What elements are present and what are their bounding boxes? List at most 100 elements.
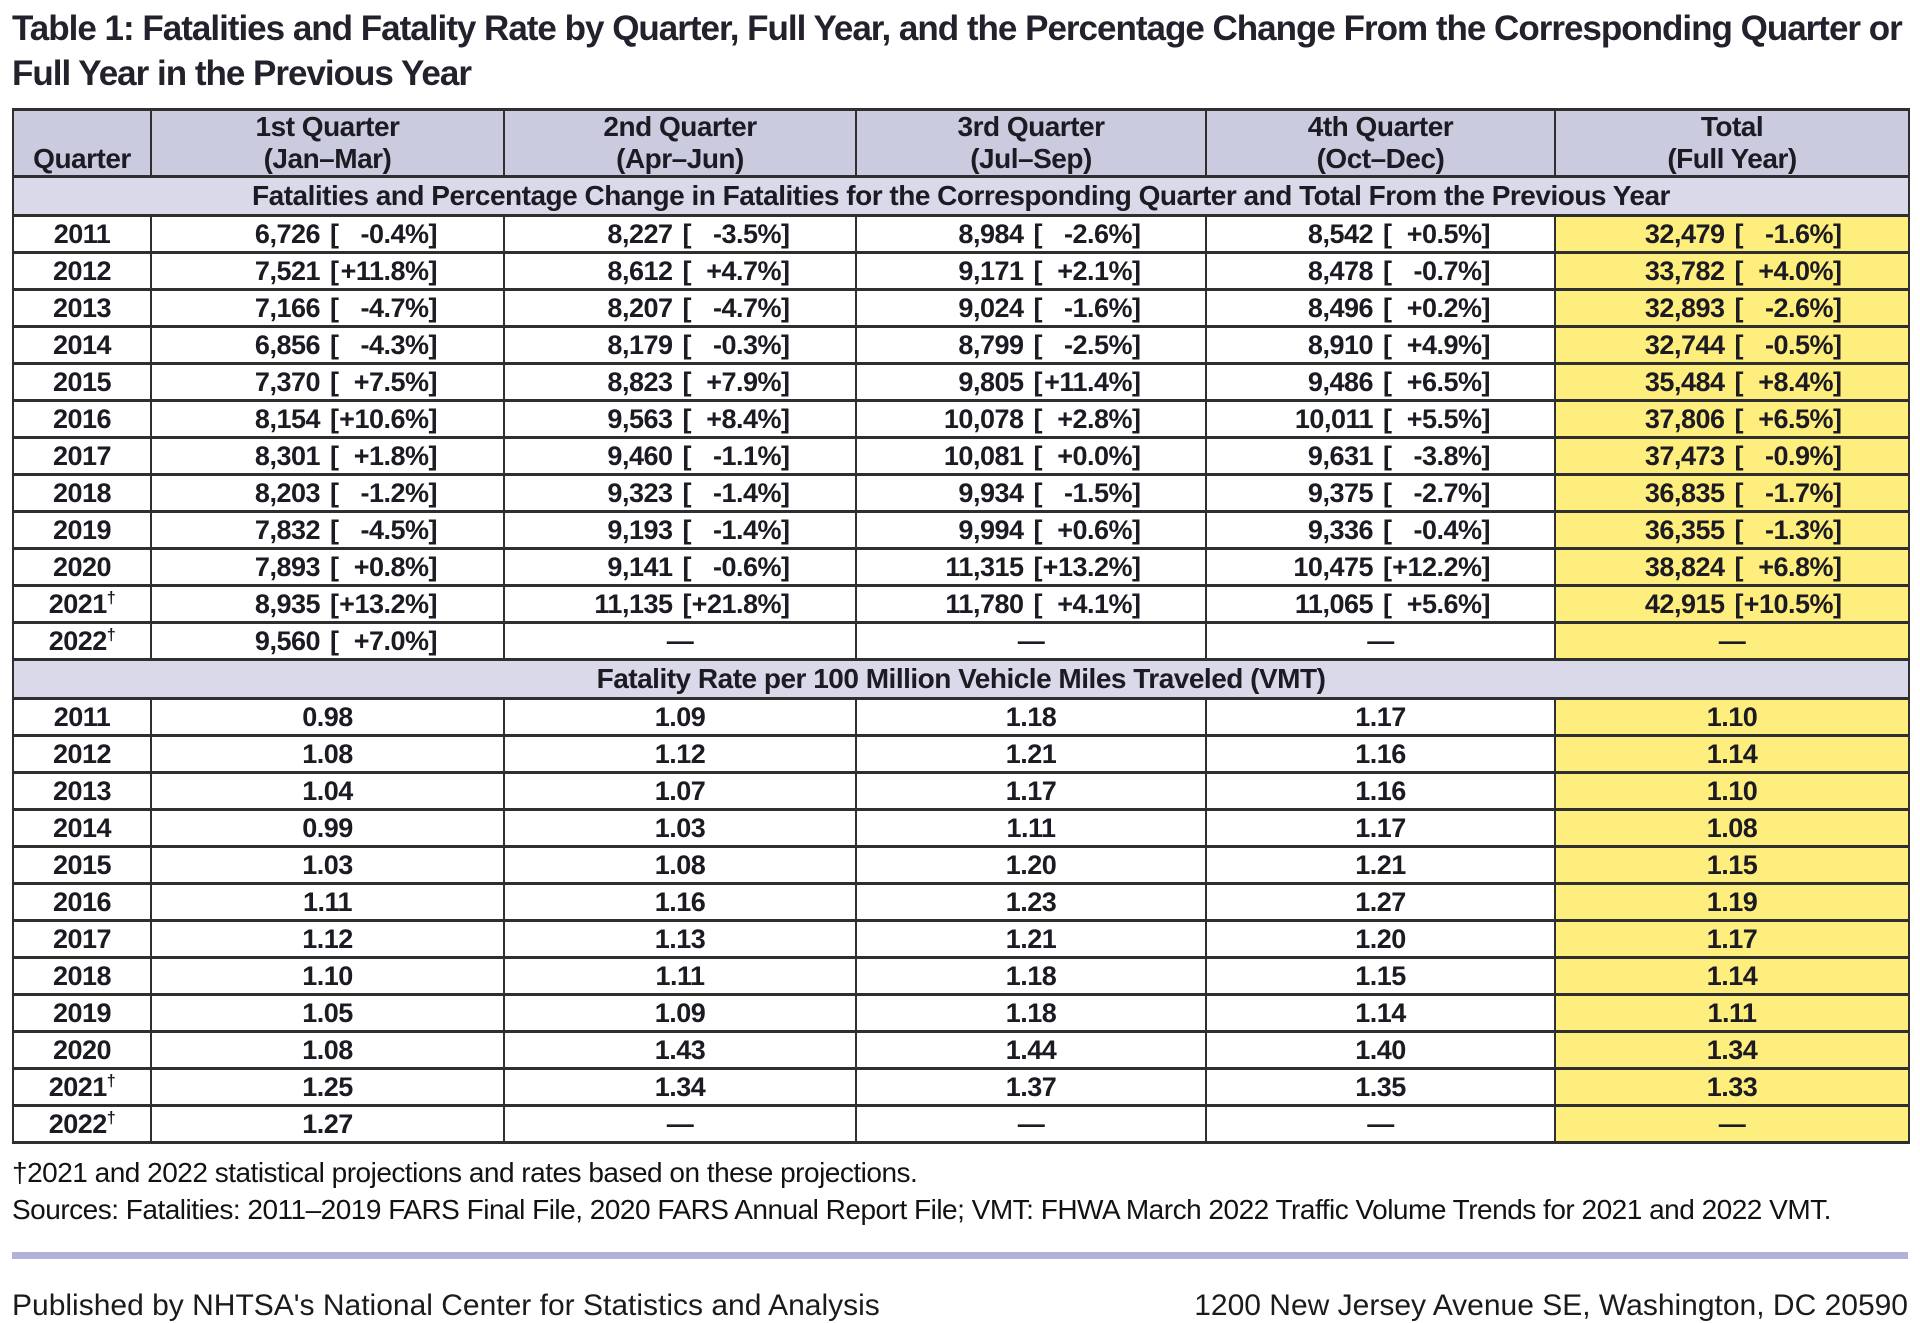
year-cell: 2020	[12, 1030, 152, 1070]
no-data-dash: —	[666, 1108, 694, 1139]
value-cell: 9,024[-1.6%]	[855, 288, 1207, 328]
dagger-mark: †	[106, 1071, 116, 1090]
table-row: 2022† 9,560[+7.0%] — — — —	[12, 621, 1910, 661]
value-cell: 1.18	[855, 956, 1207, 996]
value-cell: 8,910[+4.9%]	[1205, 325, 1556, 365]
no-data-dash: —	[1017, 625, 1045, 656]
table-row: 2012 1.08 1.12 1.21 1.16 1.14	[12, 734, 1910, 774]
header-total-line1: Total	[1700, 111, 1764, 143]
footer-address: 1200 New Jersey Avenue SE, Washington, D…	[1194, 1289, 1908, 1322]
footnote-sources: Sources: Fatalities: 2011–2019 FARS Fina…	[12, 1194, 1831, 1225]
year-cell: 2018	[12, 473, 152, 513]
dagger-mark: †	[106, 1108, 116, 1127]
table-row: 2021† 1.25 1.34 1.37 1.35 1.33	[12, 1067, 1910, 1107]
year-cell: 2012	[12, 251, 152, 291]
header-q2-line1: 2nd Quarter	[603, 111, 757, 143]
total-cell: 37,806[+6.5%]	[1554, 399, 1910, 439]
value-cell: —	[1205, 621, 1556, 661]
value-cell: 1.04	[150, 771, 505, 811]
value-cell: —	[503, 621, 857, 661]
value-cell: 9,141[-0.6%]	[503, 547, 857, 587]
value-cell: 1.17	[1205, 808, 1556, 848]
value-cell: 9,994[+0.6%]	[855, 510, 1207, 550]
value-cell: 1.17	[855, 771, 1207, 811]
value-cell: 9,486[+6.5%]	[1205, 362, 1556, 402]
header-row: Quarter 1st Quarter (Jan–Mar) 2nd Quarte…	[12, 108, 1910, 178]
value-cell: 1.16	[1205, 734, 1556, 774]
fatalities-band-title: Fatalities and Percentage Change in Fata…	[12, 175, 1910, 217]
value-cell: 8,203[-1.2%]	[150, 473, 505, 513]
dagger-mark: †	[106, 625, 116, 644]
value-cell: 11,065[+5.6%]	[1205, 584, 1556, 624]
value-cell: 1.18	[855, 697, 1207, 737]
value-cell: 1.13	[503, 919, 857, 959]
value-cell: 7,166[-4.7%]	[150, 288, 505, 328]
header-q1-line2: (Jan–Mar)	[263, 143, 392, 174]
value-cell: 9,323[-1.4%]	[503, 473, 857, 513]
total-cell: —	[1554, 1104, 1910, 1144]
value-cell: —	[1205, 1104, 1556, 1144]
total-cell: 36,835[-1.7%]	[1554, 473, 1910, 513]
value-cell: —	[855, 1104, 1207, 1144]
value-cell: 9,563[+8.4%]	[503, 399, 857, 439]
value-cell: 6,856[-4.3%]	[150, 325, 505, 365]
year-cell: 2015	[12, 845, 152, 885]
year-cell: 2014	[12, 808, 152, 848]
total-cell: 32,744[-0.5%]	[1554, 325, 1910, 365]
fatalities-section: Fatalities and Percentage Change in Fata…	[12, 175, 1910, 661]
header-q3-line2: (Jul–Sep)	[970, 143, 1092, 174]
value-cell: 1.20	[1205, 919, 1556, 959]
footer: Published by NHTSA's National Center for…	[12, 1289, 1908, 1323]
fatalities-band-row: Fatalities and Percentage Change in Fata…	[12, 175, 1910, 217]
value-cell: 1.09	[503, 697, 857, 737]
value-cell: 1.08	[150, 1030, 505, 1070]
rates-band-title: Fatality Rate per 100 Million Vehicle Mi…	[12, 658, 1910, 700]
table-row: 2020 1.08 1.43 1.44 1.40 1.34	[12, 1030, 1910, 1070]
value-cell: 8,227[-3.5%]	[503, 214, 857, 254]
total-cell: 36,355[-1.3%]	[1554, 510, 1910, 550]
value-cell: 9,193[-1.4%]	[503, 510, 857, 550]
total-cell: 1.14	[1554, 956, 1910, 996]
value-cell: 9,460[-1.1%]	[503, 436, 857, 476]
value-cell: 9,336[-0.4%]	[1205, 510, 1556, 550]
no-data-dash: —	[1367, 1108, 1394, 1139]
value-cell: 11,780[+4.1%]	[855, 584, 1207, 624]
total-cell: 37,473[-0.9%]	[1554, 436, 1910, 476]
value-cell: 11,315[+13.2%]	[855, 547, 1207, 587]
value-cell: 1.21	[1205, 845, 1556, 885]
value-cell: 7,893[+0.8%]	[150, 547, 505, 587]
year-cell: 2017	[12, 919, 152, 959]
table-row: 2018 8,203[-1.2%] 9,323[-1.4%] 9,934[-1.5%]…	[12, 473, 1910, 513]
table-row: 2021† 8,935[+13.2%] 11,135[+21.8%] 11,780[+…	[12, 584, 1910, 624]
value-cell: 1.20	[855, 845, 1207, 885]
year-cell: 2022†	[12, 621, 152, 661]
dagger-mark: †	[106, 588, 116, 607]
value-cell: 1.05	[150, 993, 505, 1033]
footnote-dagger: †2021 and 2022 statistical projections a…	[12, 1157, 918, 1188]
value-cell: 9,375[-2.7%]	[1205, 473, 1556, 513]
table-row: 2019 7,832[-4.5%] 9,193[-1.4%] 9,994[+0.6%]…	[12, 510, 1910, 550]
table-row: 2014 0.99 1.03 1.11 1.17 1.08	[12, 808, 1910, 848]
total-cell: 35,484[+8.4%]	[1554, 362, 1910, 402]
no-data-dash: —	[1718, 1108, 1746, 1139]
value-cell: 9,560[+7.0%]	[150, 621, 505, 661]
value-cell: 8,207[-4.7%]	[503, 288, 857, 328]
value-cell: 7,832[-4.5%]	[150, 510, 505, 550]
value-cell: 1.43	[503, 1030, 857, 1070]
header-q4: 4th Quarter (Oct–Dec)	[1205, 108, 1556, 178]
value-cell: 8,478[-0.7%]	[1205, 251, 1556, 291]
total-cell: 1.15	[1554, 845, 1910, 885]
value-cell: 1.23	[855, 882, 1207, 922]
header-q3: 3rd Quarter (Jul–Sep)	[855, 108, 1207, 178]
value-cell: 1.44	[855, 1030, 1207, 1070]
value-cell: 10,081[+0.0%]	[855, 436, 1207, 476]
rates-section: Fatality Rate per 100 Million Vehicle Mi…	[12, 658, 1910, 1144]
value-cell: 1.09	[503, 993, 857, 1033]
table-row: 2022† 1.27 — — — —	[12, 1104, 1910, 1144]
total-cell: —	[1554, 621, 1910, 661]
total-cell: 1.14	[1554, 734, 1910, 774]
no-data-dash: —	[1017, 1108, 1045, 1139]
value-cell: 8,301[+1.8%]	[150, 436, 505, 476]
value-cell: 1.37	[855, 1067, 1207, 1107]
